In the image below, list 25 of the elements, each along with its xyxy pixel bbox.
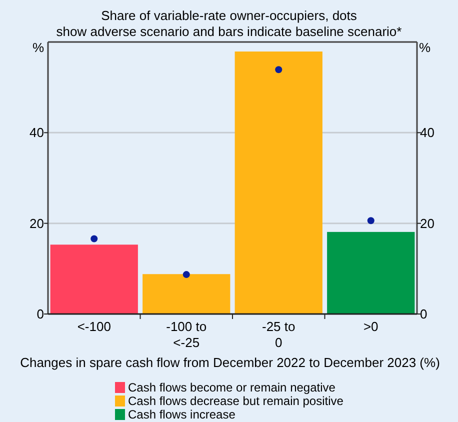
y2-tick-label: 40 bbox=[420, 125, 434, 140]
y2-tick-label: 20 bbox=[420, 216, 434, 231]
point bbox=[367, 217, 374, 224]
legend-label: Cash flows decrease but remain positive bbox=[128, 394, 344, 408]
bar bbox=[50, 244, 138, 314]
x-tick-label: <-100 bbox=[77, 319, 111, 334]
legend-label: Cash flows increase bbox=[128, 408, 236, 422]
x-tick-label: >0 bbox=[363, 319, 378, 334]
chart-subtitle: Share of variable-rate owner-occupiers, dots show adverse scenario and bars indicate baseline scenario* bbox=[56, 8, 402, 39]
legend-label: Cash flows become or remain negative bbox=[128, 380, 336, 394]
y-tick-label: 0 bbox=[36, 306, 44, 322]
point bbox=[275, 66, 282, 74]
bar bbox=[327, 232, 415, 314]
y-axis-title: % bbox=[32, 40, 44, 55]
x-tick-label: -100 to <-25 bbox=[166, 319, 207, 350]
y2-tick-label: 0 bbox=[420, 306, 428, 322]
point bbox=[182, 271, 190, 278]
y-tick-label: 20 bbox=[30, 216, 44, 231]
x-axis-title: Changes in spare cash flow from December 2022 to December 2023 (%) bbox=[20, 355, 440, 370]
y-tick-label: 40 bbox=[30, 125, 44, 140]
x-tick-label: -25 to 0 bbox=[262, 319, 296, 350]
point bbox=[90, 235, 98, 242]
bar bbox=[234, 52, 322, 314]
bar bbox=[142, 274, 230, 314]
y2-axis-title: % bbox=[419, 40, 431, 55]
